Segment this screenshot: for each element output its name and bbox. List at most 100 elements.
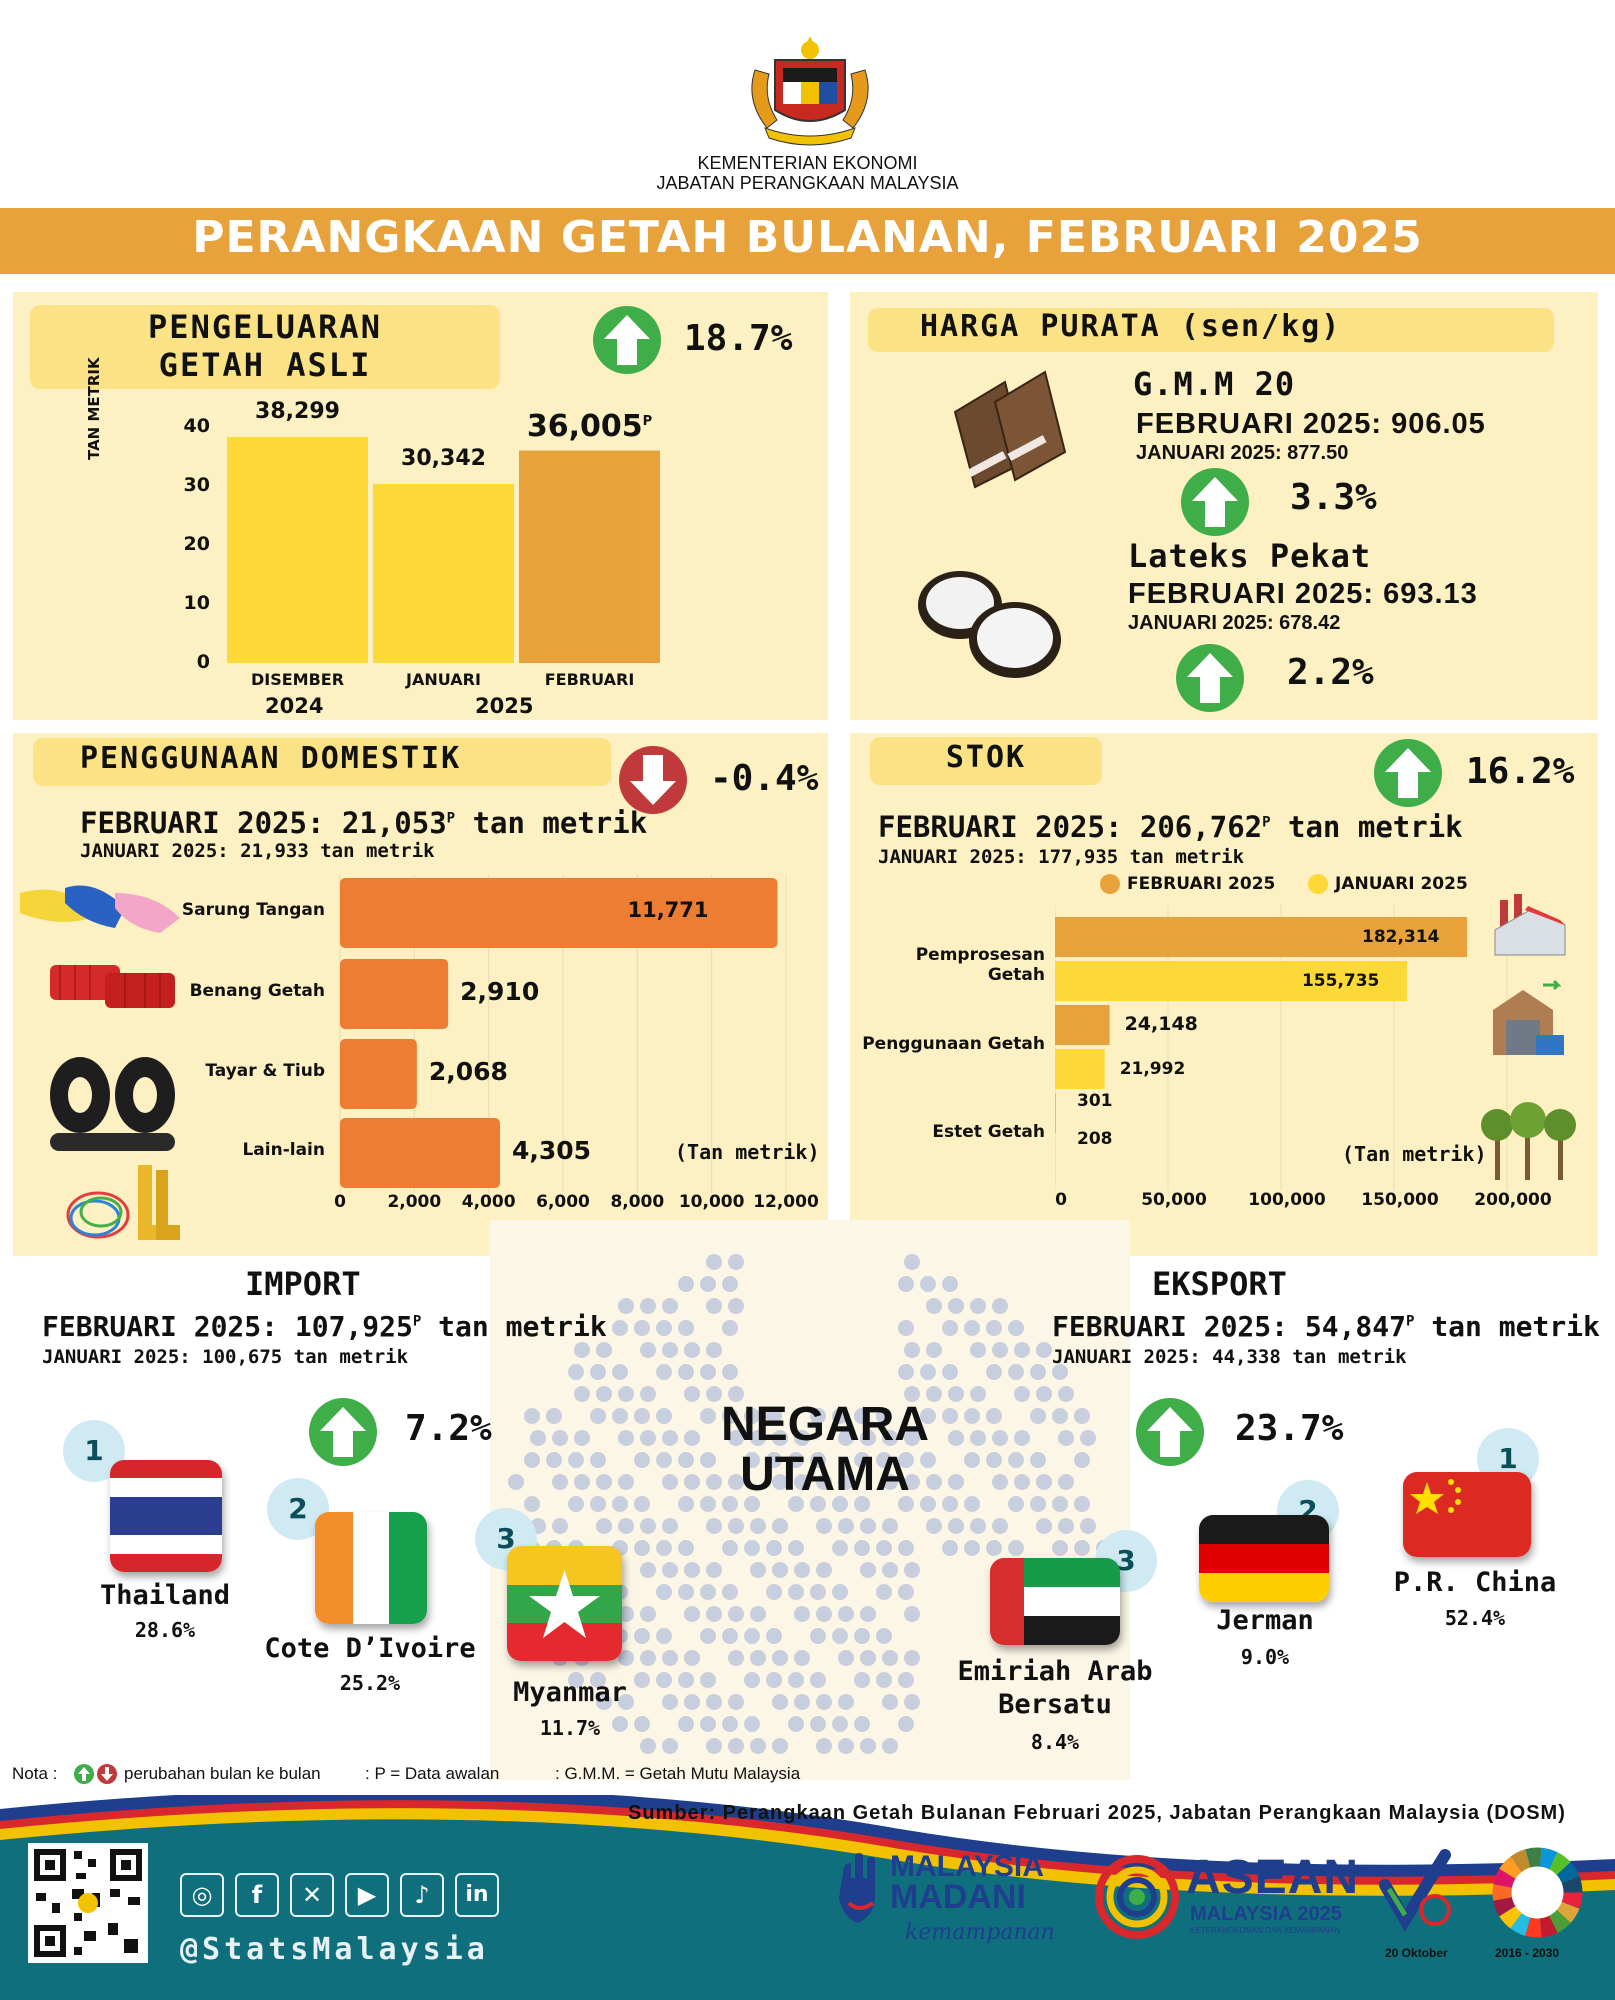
- map-dot: [678, 1540, 694, 1556]
- madani-tagline: kemampanan: [905, 1920, 1055, 1945]
- map-dot: [744, 1628, 760, 1644]
- map-dot: [684, 1562, 700, 1578]
- map-dot: [1030, 1452, 1046, 1468]
- domestic-x-tick: 0: [334, 1192, 346, 1212]
- stock-value-label: 301: [1077, 1091, 1113, 1111]
- map-dot: [640, 1342, 656, 1358]
- import-jan-total: JANUARI 2025: 100,675 tan metrik: [42, 1346, 409, 1368]
- map-dot: [794, 1430, 810, 1446]
- domestic-heading: PENGGUNAAN DOMESTIK: [80, 741, 462, 776]
- tiktok-icon[interactable]: ♪: [400, 1873, 444, 1917]
- map-dot: [876, 1628, 892, 1644]
- map-dot: [656, 1408, 672, 1424]
- x-twitter-icon[interactable]: ✕: [290, 1873, 334, 1917]
- youtube-icon[interactable]: ▶: [345, 1873, 389, 1917]
- map-dot: [766, 1584, 782, 1600]
- map-dot: [662, 1342, 678, 1358]
- stock-bar: [1055, 1093, 1056, 1133]
- map-dot: [574, 1386, 590, 1402]
- stock-value-label: 155,735: [1301, 971, 1380, 991]
- map-dot: [898, 1452, 914, 1468]
- map-dot: [986, 1408, 1002, 1424]
- asean-tagline: KETERANGKUMAN DAN KEMAMPANAN: [1190, 1926, 1341, 1935]
- map-dot: [876, 1540, 892, 1556]
- map-dot: [640, 1386, 656, 1402]
- map-dot: [772, 1738, 788, 1754]
- map-dot: [678, 1584, 694, 1600]
- map-dot: [618, 1694, 634, 1710]
- map-dot: [590, 1364, 606, 1380]
- cote-divoire-flag-icon: [315, 1512, 427, 1624]
- map-dot: [722, 1276, 738, 1292]
- map-dot: [832, 1408, 848, 1424]
- map-dot: [706, 1694, 722, 1710]
- notes-arrows: perubahan bulan ke bulan: [124, 1764, 321, 1783]
- map-dot: [684, 1342, 700, 1358]
- provisional-mark: P: [412, 1313, 422, 1330]
- domestic-value-label: 2,068: [428, 1057, 508, 1086]
- map-dot: [640, 1298, 656, 1314]
- latex-bowls-icon: [918, 571, 1061, 678]
- domestic-feb-total: FEBRUARI 2025: 21,053P tan metrik: [80, 806, 647, 840]
- map-dot: [568, 1364, 584, 1380]
- production-y-tick: 0: [196, 651, 210, 673]
- map-dot: [860, 1518, 876, 1534]
- provisional-mark: P: [446, 810, 456, 827]
- map-dot: [860, 1650, 876, 1666]
- map-dot: [860, 1738, 876, 1754]
- map-dot: [810, 1496, 826, 1512]
- map-dot: [948, 1430, 964, 1446]
- stock-x-tick: 200,000: [1474, 1190, 1552, 1210]
- export-share-3: 8.4%: [1030, 1730, 1080, 1754]
- map-dot: [590, 1408, 606, 1424]
- map-dot: [838, 1474, 854, 1490]
- map-dot: [1074, 1452, 1090, 1468]
- rubber-bands-boots-icon: [66, 1165, 180, 1240]
- import-country-2: Cote D’Ivoire: [264, 1633, 476, 1664]
- world-dot-map-background: [490, 1220, 1130, 1780]
- export-country-3-line1: Emiriah Arab: [957, 1656, 1153, 1687]
- map-dot: [596, 1342, 612, 1358]
- map-dot: [882, 1562, 898, 1578]
- year-2024-label: 2024: [265, 694, 324, 718]
- export-feb-total: FEBRUARI 2025: 54,847P tan metrik: [1052, 1310, 1600, 1343]
- map-dot: [766, 1628, 782, 1644]
- linkedin-icon[interactable]: in: [455, 1873, 499, 1917]
- social-handle[interactable]: @StatsMalaysia: [180, 1932, 489, 1967]
- map-dot: [766, 1452, 782, 1468]
- map-dot: [634, 1628, 650, 1644]
- instagram-icon[interactable]: ◎: [180, 1873, 224, 1917]
- provisional-mark: P: [1406, 1313, 1415, 1330]
- map-dot: [898, 1672, 914, 1688]
- source-text: Sumber: Perangkaan Getah Bulanan Februar…: [628, 1802, 1566, 1824]
- up-arrow-icon: [1181, 468, 1249, 536]
- map-dot: [722, 1540, 738, 1556]
- map-dot: [1036, 1386, 1052, 1402]
- latex-jan-price: JANUARI 2025: 678.42: [1128, 612, 1341, 634]
- gmm-change: 3.3%: [1290, 477, 1377, 518]
- map-dot: [964, 1540, 980, 1556]
- map-dot: [942, 1364, 958, 1380]
- facebook-icon[interactable]: f: [235, 1873, 279, 1917]
- map-dot: [744, 1716, 760, 1732]
- map-dot: [1036, 1342, 1052, 1358]
- map-dot: [524, 1408, 540, 1424]
- map-dot: [992, 1518, 1008, 1534]
- title-banner: [0, 208, 1615, 274]
- domestic-jan-total: JANUARI 2025: 21,933 tan metrik: [80, 840, 435, 862]
- map-dot: [700, 1672, 716, 1688]
- map-dot: [948, 1386, 964, 1402]
- map-dot: [552, 1474, 568, 1490]
- map-dot: [722, 1628, 738, 1644]
- map-dot: [574, 1342, 590, 1358]
- map-dot: [920, 1496, 936, 1512]
- qr-code-icon[interactable]: [28, 1843, 148, 1963]
- map-dot: [1036, 1518, 1052, 1534]
- production-y-axis-label: TAN METRIK: [85, 357, 103, 460]
- map-dot: [684, 1694, 700, 1710]
- import-change: 7.2%: [405, 1408, 492, 1449]
- domestic-x-tick: 6,000: [536, 1192, 590, 1212]
- map-dot: [854, 1496, 870, 1512]
- map-dot: [618, 1430, 634, 1446]
- map-dot: [948, 1518, 964, 1534]
